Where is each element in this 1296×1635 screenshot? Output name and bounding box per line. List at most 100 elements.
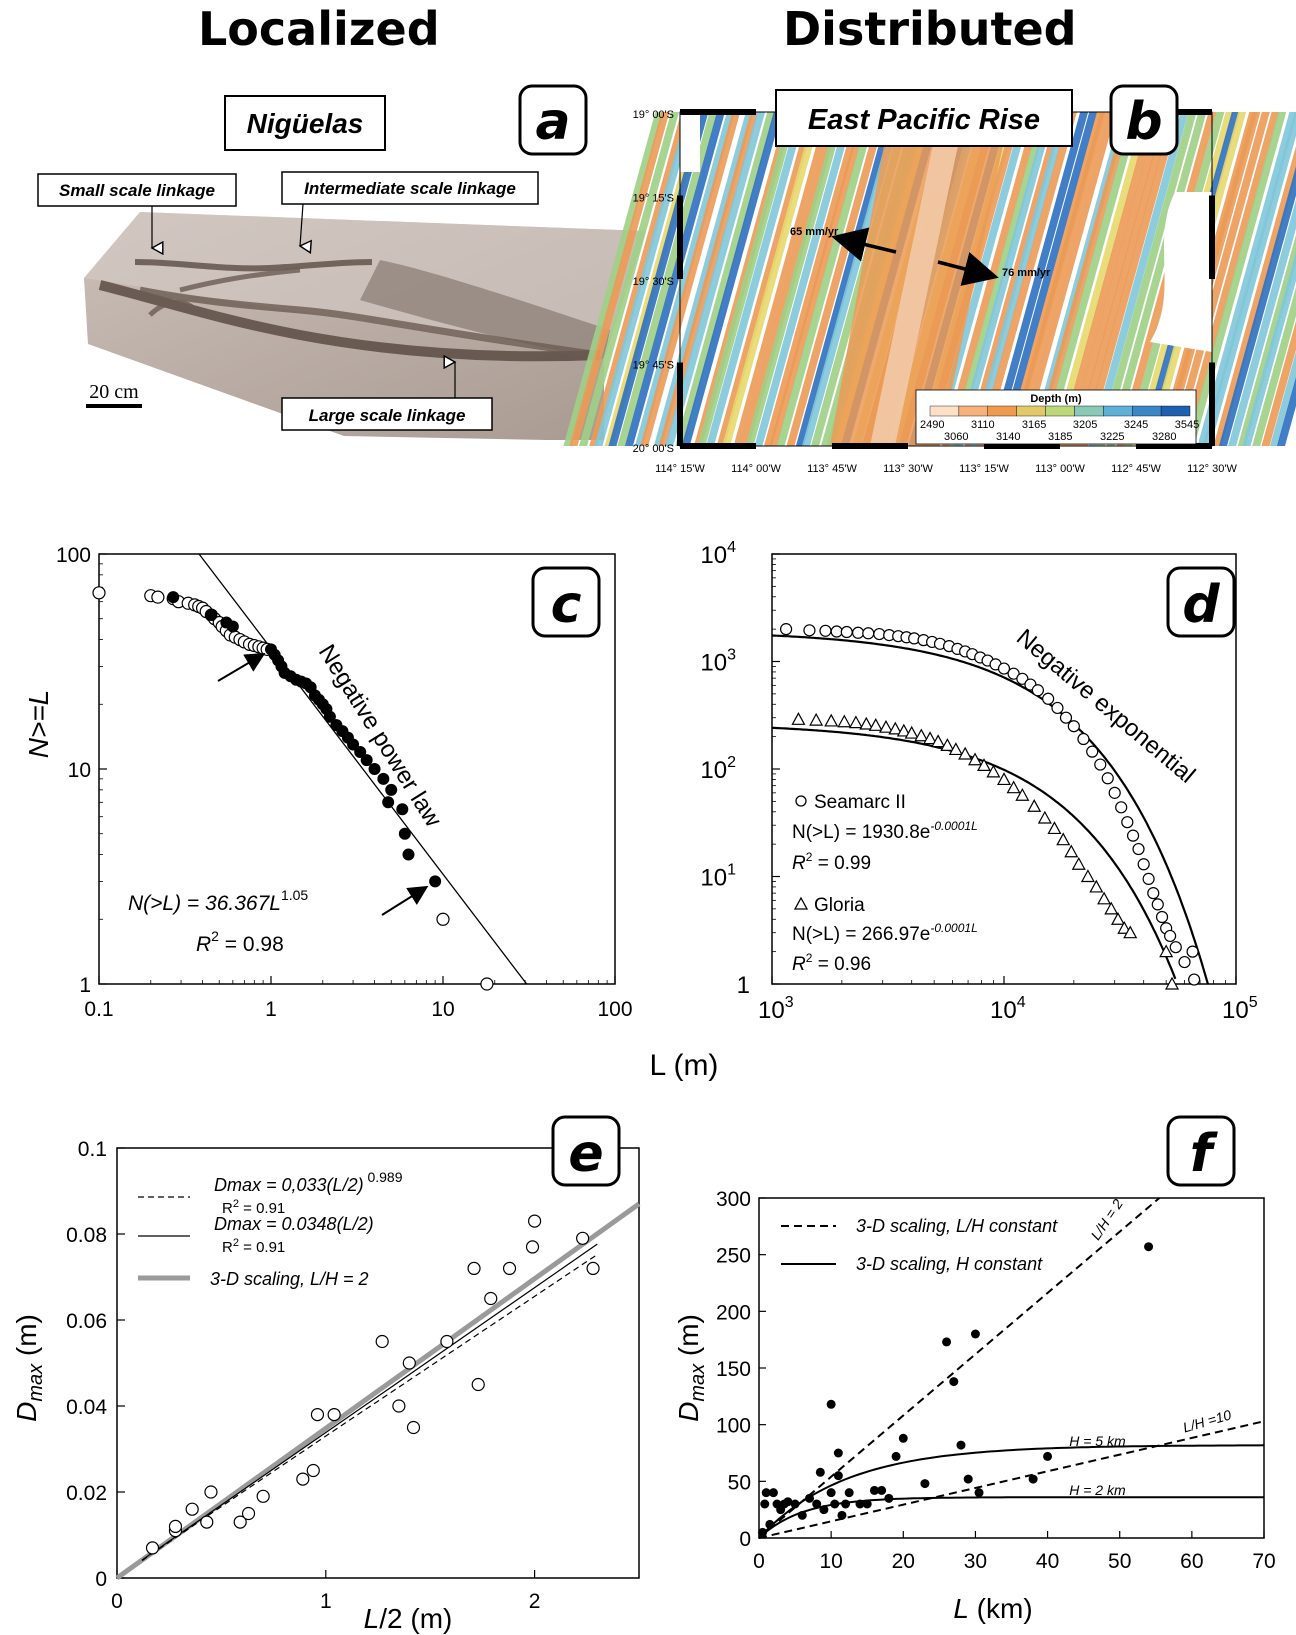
point-seamarc [1155,910,1169,924]
point-gloria [1064,844,1079,858]
colorbar-box [915,389,1197,445]
map-stripe [1072,112,1173,446]
equation-c-main: N(>L) = 36.367L [128,892,281,915]
map-stripe [745,112,846,446]
colorbar-label-top: 3545 [1175,419,1199,431]
annotation-c: Negative power law [313,640,447,832]
point-gloria [1027,799,1042,812]
x-tick-label-f: 30 [964,1550,987,1573]
point-e [256,1489,270,1503]
point-seamarc [1059,711,1073,724]
y-tick-exp-d: 4 [727,539,736,556]
map-stripe [579,112,680,446]
legend-r2-exp-e: 2 [233,1237,239,1249]
point-e [306,1463,320,1478]
filled-point-c [354,745,367,758]
point-f [833,1448,843,1458]
point-f [942,1337,952,1347]
y-tick-label-f: 100 [716,1415,751,1438]
y-tick-label-d: 1 [737,972,750,999]
y-axis-label-e-main: D [11,1402,42,1422]
longitude-label: 113° 30'W [883,463,933,475]
point-gloria [868,718,883,731]
point-f [830,1499,840,1509]
legend-gloria: Gloria [814,895,865,916]
point-f [761,1488,771,1498]
point-e [200,1515,214,1529]
colorbar-label-bottom: 3185 [1048,431,1072,443]
panel-letter-box-c [531,566,601,638]
fault-trace-upper [134,259,373,272]
point-gloria [1123,925,1138,939]
break-arrow-lower [381,885,429,916]
plot-frame-e [116,1147,640,1579]
equation-seamarc-main: N(>L) = 1930.8e [792,822,930,843]
colorbar-label-top: 2490 [920,419,944,431]
colorbar-swatch [987,405,1017,417]
filled-point-c [377,772,390,785]
point-f [826,1488,836,1498]
map-stripe [569,112,670,446]
map-stripe [658,112,759,446]
map-stripe [1218,166,1296,446]
y-tick-exp-d: 3 [727,647,736,664]
panel-e: 0 1 2 0 0.02 0.04 0.06 0.08 0.1 Dmax = 0,033(L/2… [11,1115,641,1634]
point-seamarc [1121,816,1134,829]
point-f [758,1527,768,1537]
point-seamarc [1031,684,1045,697]
x-tick-base-d: 10 [990,997,1017,1024]
data-points-c [92,586,494,991]
point-seamarc [851,626,865,639]
map-stripe [1261,320,1296,446]
point-seamarc [1042,692,1055,705]
point-f [797,1510,807,1520]
y-tick-label-c: 10 [68,759,91,782]
longitude-label: 114° 15'W [655,463,705,475]
point-f [1043,1451,1053,1461]
map-stripe [1228,199,1296,446]
point-gloria [1110,912,1126,925]
r2-c-exp: 2 [211,928,219,944]
legend-r2-value-e: = 0.91 [239,1239,285,1256]
longitude-label: 113° 45'W [807,463,857,475]
map-stripe [1179,112,1280,446]
epr-label: East Pacific Rise [808,104,1040,136]
point-seamarc [1115,801,1128,814]
panel-letter-box-b [1109,84,1179,156]
colorbar: 2490 3110 3165 3205 3245 3545 3060 3140 3185 3225… [920,405,1199,443]
point-seamarc [840,625,853,639]
point-seamarc [779,623,793,636]
point-e [484,1291,498,1306]
y-tick-label-e: 0.02 [66,1482,107,1505]
map-stripe [608,112,709,446]
x-axis-label-e-rest: /2 (m) [379,1603,452,1634]
frame-tick-right [1209,362,1215,446]
open-point-c [92,586,106,600]
fault-trace-splay [179,267,301,293]
point-seamarc [1086,745,1099,758]
point-gloria [1056,832,1071,846]
map-stripe [1252,287,1296,446]
axis-ticks-e: 0 1 2 0 0.02 0.04 0.06 0.08 0.1 [66,1138,540,1613]
filled-point-c [347,738,360,751]
filled-point-c [368,763,381,775]
point-f [862,1499,872,1509]
equation-gloria-main: N(>L) = 266.97e [792,924,930,945]
equation-c: N(>L) = 36.367L1.05 [128,887,308,915]
fit-curve-seamarc [771,634,1209,985]
point-gloria [1117,921,1132,934]
point-gloria [948,742,963,756]
point-f [920,1479,930,1489]
equation-gloria-exp: -0.0001L [930,921,977,935]
panel-letter-e: e [568,1124,603,1184]
point-seamarc [819,624,832,637]
data-points-d [779,623,1201,990]
y-tick-base-d: 10 [700,865,727,892]
panel-f: 0 10 20 30 40 50 60 70 0 50 100 150 200 250 300 L/H = … [673,1115,1276,1624]
panel-letter-b: b [1125,92,1162,152]
column-title-distributed: Distributed [783,2,1077,56]
legend-r2-e: R2 = 0.91 [222,1237,285,1256]
x-tick-base-d: 10 [1222,997,1249,1024]
x-tick-label-f: 60 [1180,1550,1203,1573]
fit-line-dashed [141,1254,598,1562]
